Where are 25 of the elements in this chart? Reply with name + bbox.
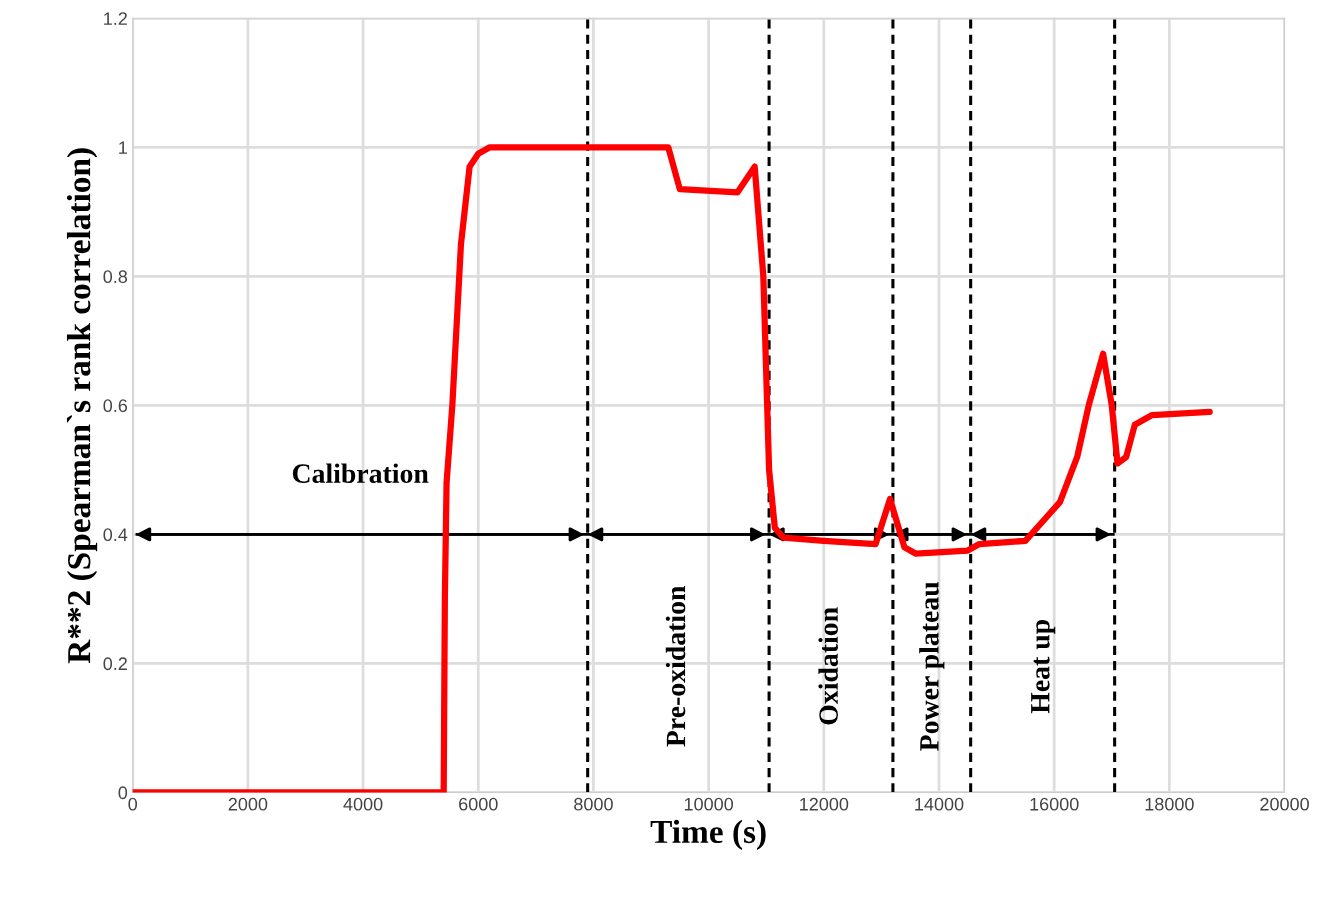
x-tick-label: 6000 bbox=[459, 797, 498, 811]
x-tick-label: 4000 bbox=[343, 797, 383, 811]
x-tick-label: 20000 bbox=[1260, 797, 1309, 811]
x-axis-title: Time (s) bbox=[650, 819, 766, 850]
annotation: Calibration bbox=[292, 463, 429, 484]
annotation: Pre-oxidation bbox=[665, 585, 686, 747]
y-tick-label: 1 bbox=[119, 141, 127, 154]
y-tick-label: 0.2 bbox=[103, 657, 127, 671]
x-tick-label: 2000 bbox=[228, 797, 268, 811]
x-tick-label: 14000 bbox=[915, 797, 964, 811]
y-axis-title: R**2 (Spearman`s rank correlation) bbox=[66, 148, 98, 664]
x-tick-label: 10000 bbox=[684, 797, 734, 811]
y-tick-label: 0.4 bbox=[103, 528, 128, 542]
y-tick-label: 0 bbox=[118, 786, 128, 800]
x-tick-label: 12000 bbox=[800, 797, 849, 811]
y-tick-label: 1.2 bbox=[104, 12, 127, 25]
y-tick-label: 0.8 bbox=[103, 270, 128, 284]
annotation: Heat up bbox=[1031, 620, 1056, 714]
x-tick-label: 16000 bbox=[1030, 797, 1079, 811]
y-tick-label: 0.6 bbox=[103, 399, 128, 413]
x-tick-label: 8000 bbox=[574, 797, 613, 811]
x-tick-label: 18000 bbox=[1145, 797, 1194, 811]
x-tick-label: 0 bbox=[128, 797, 138, 811]
annotation: Power plateau bbox=[919, 582, 945, 751]
annotation: Oxidation bbox=[818, 607, 838, 725]
